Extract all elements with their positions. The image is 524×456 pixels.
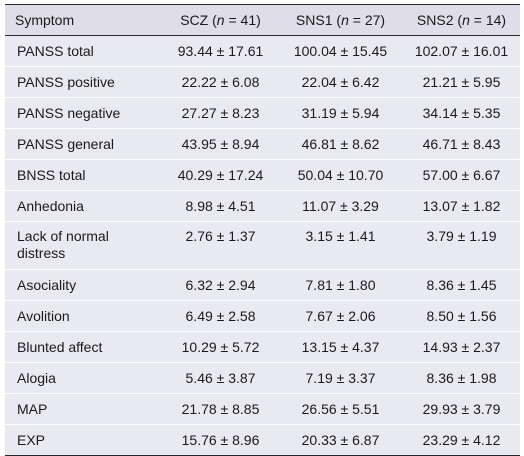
value-cell-sns2: 8.36 ± 1.98 — [403, 362, 520, 394]
value-cell-sns2: 13.07 ± 1.82 — [403, 190, 520, 222]
value-cell-scz: 6.49 ± 2.58 — [163, 300, 278, 332]
table-row: BNSS total 40.29 ± 17.24 50.04 ± 10.70 5… — [5, 159, 520, 191]
header-group-sns1: SNS1 (n = 27) — [278, 4, 403, 36]
value-cell-sns2: 8.50 ± 1.56 — [403, 300, 520, 332]
value-cell-sns1: 7.19 ± 3.37 — [278, 362, 403, 394]
value-cell-sns2: 14.93 ± 2.37 — [403, 331, 520, 363]
table-row: Blunted affect 10.29 ± 5.72 13.15 ± 4.37… — [5, 331, 520, 363]
value-cell-sns1: 13.15 ± 4.37 — [278, 331, 403, 363]
table-body: PANSS total 93.44 ± 17.61 100.04 ± 15.45… — [5, 35, 520, 456]
symptom-table: Symptom SCZ (n = 41) SNS1 (n = 27) SNS2 … — [5, 4, 520, 456]
table-header: Symptom SCZ (n = 41) SNS1 (n = 27) SNS2 … — [5, 4, 520, 36]
value-cell-sns1: 46.81 ± 8.62 — [278, 128, 403, 160]
value-cell-sns1: 11.07 ± 3.29 — [278, 190, 403, 222]
value-cell-scz: 10.29 ± 5.72 — [163, 331, 278, 363]
value-cell-sns2: 8.36 ± 1.45 — [403, 269, 520, 301]
value-cell-scz: 43.95 ± 8.94 — [163, 128, 278, 160]
table-row: Alogia 5.46 ± 3.87 7.19 ± 3.37 8.36 ± 1.… — [5, 362, 520, 394]
symptom-cell: PANSS positive — [5, 66, 163, 98]
value-cell-scz: 93.44 ± 17.61 — [163, 35, 278, 67]
value-cell-sns2: 102.07 ± 16.01 — [403, 35, 520, 67]
value-cell-sns1: 31.19 ± 5.94 — [278, 97, 403, 129]
value-cell-scz: 21.78 ± 8.85 — [163, 393, 278, 425]
table-row: MAP 21.78 ± 8.85 26.56 ± 5.51 29.93 ± 3.… — [5, 393, 520, 425]
value-cell-sns2: 34.14 ± 5.35 — [403, 97, 520, 129]
header-group-scz: SCZ (n = 41) — [163, 4, 278, 36]
table-row: Asociality 6.32 ± 2.94 7.81 ± 1.80 8.36 … — [5, 269, 520, 301]
value-cell-scz: 6.32 ± 2.94 — [163, 269, 278, 301]
symptom-cell: Alogia — [5, 362, 163, 394]
table-row: PANSS general 43.95 ± 8.94 46.81 ± 8.62 … — [5, 128, 520, 160]
value-cell-scz: 5.46 ± 3.87 — [163, 362, 278, 394]
symptom-cell: Blunted affect — [5, 331, 163, 363]
symptom-cell: Avolition — [5, 300, 163, 332]
table-row: Anhedonia 8.98 ± 4.51 11.07 ± 3.29 13.07… — [5, 190, 520, 222]
symptom-cell: Asociality — [5, 269, 163, 301]
value-cell-sns1: 100.04 ± 15.45 — [278, 35, 403, 67]
value-cell-sns2: 3.79 ± 1.19 — [403, 221, 520, 270]
value-cell-scz: 40.29 ± 17.24 — [163, 159, 278, 191]
value-cell-sns1: 26.56 ± 5.51 — [278, 393, 403, 425]
symptom-cell: Anhedonia — [5, 190, 163, 222]
symptom-cell: BNSS total — [5, 159, 163, 191]
header-symptom: Symptom — [5, 4, 163, 36]
symptom-cell: MAP — [5, 393, 163, 425]
value-cell-scz: 2.76 ± 1.37 — [163, 221, 278, 270]
value-cell-scz: 8.98 ± 4.51 — [163, 190, 278, 222]
value-cell-sns1: 22.04 ± 6.42 — [278, 66, 403, 98]
value-cell-sns2: 57.00 ± 6.67 — [403, 159, 520, 191]
table-row: PANSS positive 22.22 ± 6.08 22.04 ± 6.42… — [5, 66, 520, 98]
table-row: Lack of normal distress 2.76 ± 1.37 3.15 … — [5, 221, 520, 270]
value-cell-sns2: 29.93 ± 3.79 — [403, 393, 520, 425]
value-cell-sns1: 7.67 ± 2.06 — [278, 300, 403, 332]
value-cell-sns2: 46.71 ± 8.43 — [403, 128, 520, 160]
value-cell-scz: 27.27 ± 8.23 — [163, 97, 278, 129]
value-cell-sns2: 21.21 ± 5.95 — [403, 66, 520, 98]
value-cell-sns1: 50.04 ± 10.70 — [278, 159, 403, 191]
symptom-table-container: Symptom SCZ (n = 41) SNS1 (n = 27) SNS2 … — [5, 4, 520, 456]
value-cell-sns1: 3.15 ± 1.41 — [278, 221, 403, 270]
symptom-cell: PANSS total — [5, 35, 163, 67]
header-row: Symptom SCZ (n = 41) SNS1 (n = 27) SNS2 … — [5, 4, 520, 36]
symptom-cell: PANSS general — [5, 128, 163, 160]
value-cell-sns1: 7.81 ± 1.80 — [278, 269, 403, 301]
symptom-cell: Lack of normal distress — [5, 221, 163, 270]
table-row: PANSS total 93.44 ± 17.61 100.04 ± 15.45… — [5, 35, 520, 67]
table-row: Avolition 6.49 ± 2.58 7.67 ± 2.06 8.50 ±… — [5, 300, 520, 332]
header-group-sns2: SNS2 (n = 14) — [403, 4, 520, 36]
table-row: PANSS negative 27.27 ± 8.23 31.19 ± 5.94… — [5, 97, 520, 129]
value-cell-scz: 22.22 ± 6.08 — [163, 66, 278, 98]
symptom-cell: PANSS negative — [5, 97, 163, 129]
